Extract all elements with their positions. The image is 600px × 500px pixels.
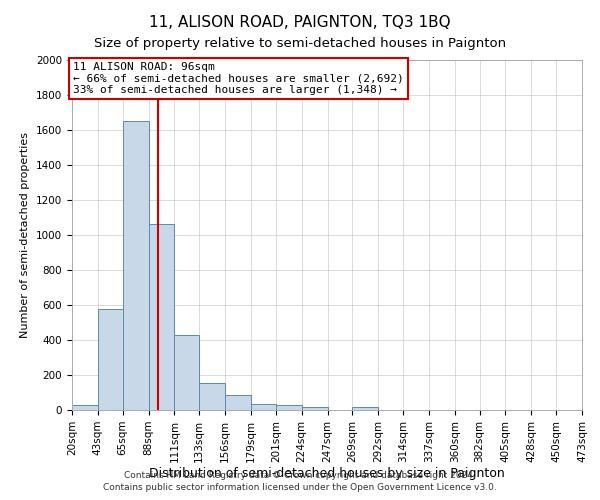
Bar [149,224,175,410]
Bar [251,404,276,410]
Y-axis label: Number of semi-detached properties: Number of semi-detached properties [20,132,31,338]
Bar [225,395,251,410]
Bar [122,121,149,410]
Text: 11 ALISON ROAD: 96sqm
← 66% of semi-detached houses are smaller (2,692)
33% of s: 11 ALISON ROAD: 96sqm ← 66% of semi-deta… [73,62,404,95]
Text: Contains HM Land Registry data © Crown copyright and database right 2024.
Contai: Contains HM Land Registry data © Crown c… [103,471,497,492]
Bar [175,334,199,410]
Bar [72,404,98,410]
Bar [302,408,328,410]
X-axis label: Distribution of semi-detached houses by size in Paignton: Distribution of semi-detached houses by … [149,468,505,480]
Text: 11, ALISON ROAD, PAIGNTON, TQ3 1BQ: 11, ALISON ROAD, PAIGNTON, TQ3 1BQ [149,15,451,30]
Bar [98,310,122,410]
Bar [352,408,378,410]
Bar [276,404,302,410]
Text: Size of property relative to semi-detached houses in Paignton: Size of property relative to semi-detach… [94,38,506,51]
Bar [199,383,225,410]
